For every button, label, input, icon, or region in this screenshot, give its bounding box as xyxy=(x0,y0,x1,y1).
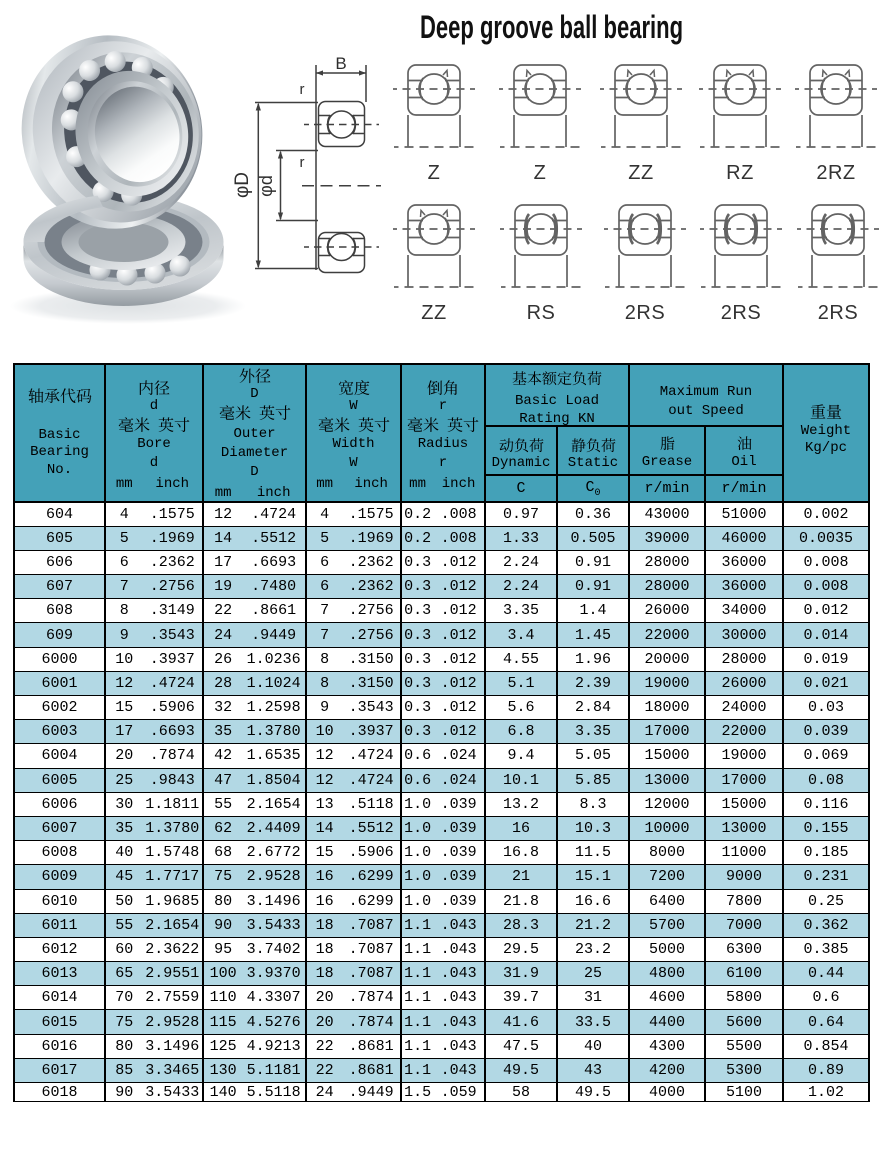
svg-text:r: r xyxy=(300,81,305,98)
svg-text:φD: φD xyxy=(232,172,253,198)
svg-text:r: r xyxy=(300,154,305,171)
svg-text:B: B xyxy=(335,54,346,73)
svg-text:φd: φd xyxy=(256,175,276,197)
